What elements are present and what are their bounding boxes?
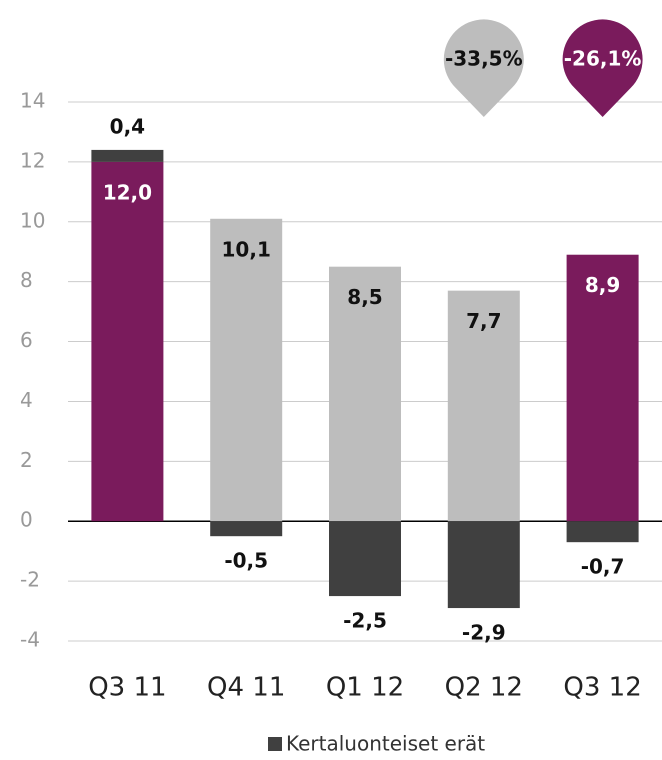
bar [210,521,283,537]
annotation-text: -33,5% [445,47,523,71]
y-tick-label: 8 [20,268,33,292]
value-label: 10,1 [222,237,271,261]
y-tick-label: 0 [20,508,33,532]
annotation-badge [443,19,524,118]
annotation-text: -26,1% [564,47,642,71]
value-label: 8,9 [585,273,620,297]
y-tick-label: 12 [20,148,45,172]
value-label: -0,7 [581,555,625,579]
bar [329,521,401,597]
y-tick-label: 2 [20,448,33,472]
value-label: -2,5 [343,609,387,633]
bar [447,521,520,609]
y-tick-label: 6 [20,328,33,352]
legend-label: Kertaluonteiset erät [286,732,485,756]
y-tick-label: -4 [20,628,40,652]
value-label: 8,5 [347,285,382,309]
annotation-badge [562,19,643,117]
value-label: 0,4 [110,114,145,138]
bar [329,266,401,522]
value-label: -0,5 [224,549,268,573]
bar [91,161,164,522]
bar [210,218,283,522]
y-tick-label: 14 [20,89,45,113]
x-tick-label: Q3 11 [88,673,166,703]
value-label: 12,0 [103,180,152,204]
x-tick-label: Q3 12 [563,673,641,703]
x-tick-label: Q1 12 [326,673,404,703]
value-label: 7,7 [466,309,501,333]
bar [91,149,164,162]
x-tick-label: Q2 12 [445,673,523,703]
bar [566,254,639,522]
y-tick-label: 10 [20,208,45,232]
bar [566,521,639,543]
value-label: -2,9 [462,621,506,645]
bar [447,290,520,522]
legend-swatch [268,737,282,751]
x-tick-label: Q4 11 [207,673,285,703]
y-tick-label: 4 [20,388,33,412]
y-tick-label: -2 [20,568,40,592]
